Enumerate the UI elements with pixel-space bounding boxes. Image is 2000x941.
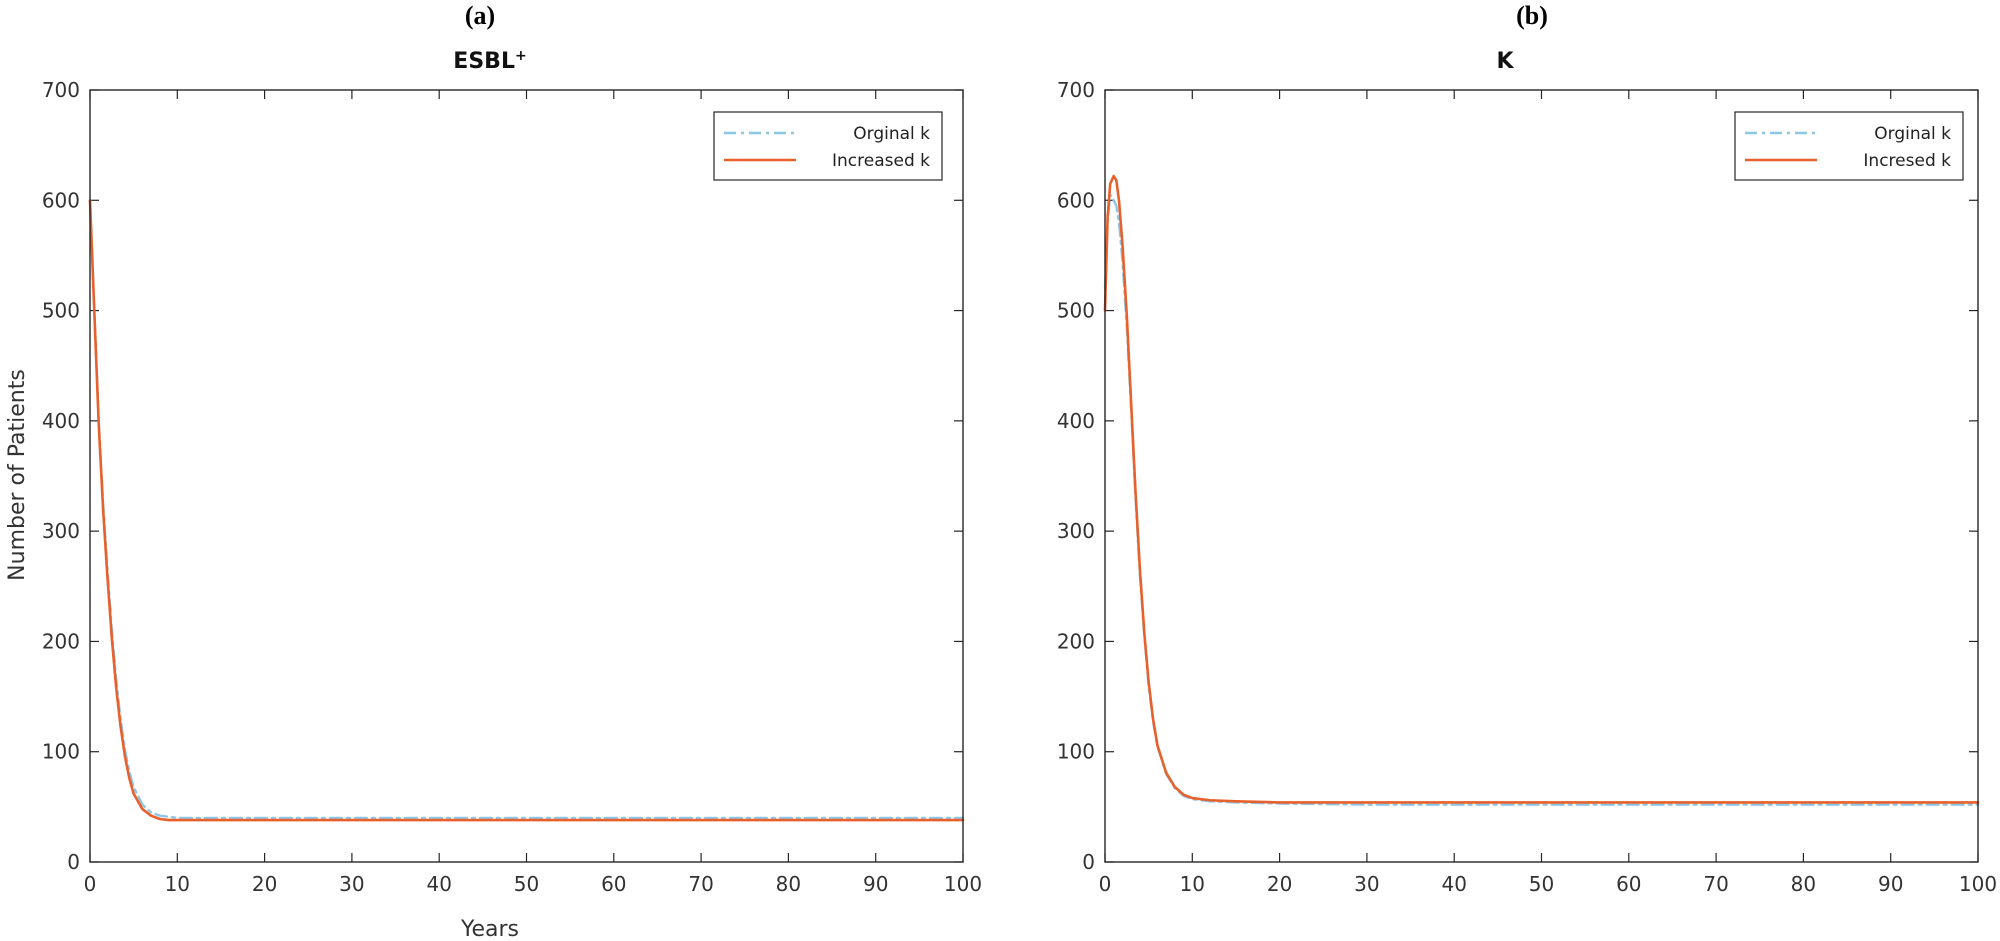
panel-b-title-main: K — [1496, 49, 1514, 74]
panel-b-legend-label-original: Orginal k — [1874, 124, 1951, 144]
panel-a-legend-label-original: Orginal k — [853, 124, 930, 144]
panel-a-x-tick-label: 20 — [252, 872, 277, 896]
panel-a-y-tick-label: 0 — [67, 850, 80, 874]
panel-b-x-tick-label: 60 — [1616, 872, 1641, 896]
panel-b-plot-background — [1105, 90, 1978, 862]
panel-a-label: (a) — [465, 1, 495, 30]
panel-b-title: K — [1496, 49, 1514, 74]
panel-a-plot-area: 0 10 20 30 40 50 60 70 80 90 100 0 100 200 300 400 500 60… — [42, 78, 982, 896]
panel-a-x-axis-label: Years — [460, 917, 519, 941]
panel-a-y-axis-label: Number of Patients — [5, 369, 30, 581]
panel-b-label: (b) — [1516, 1, 1548, 30]
panel-b-x-tick-label: 100 — [1959, 872, 1997, 896]
panel-a-x-tick-label: 30 — [339, 872, 364, 896]
panel-a-series-line-original — [88, 199, 965, 820]
panel-a-y-tick-label: 500 — [42, 299, 80, 323]
panel-a-x-tick-label: 60 — [601, 872, 626, 896]
panel-a-x-tick-label: 100 — [944, 872, 982, 896]
panel-b-y-tick-label: 500 — [1057, 299, 1095, 323]
panel-b-legend-box — [1734, 111, 1964, 181]
panel-a-x-tick-label: 80 — [776, 872, 801, 896]
panel-b-x-tick-label: 50 — [1529, 872, 1554, 896]
panel-b-x-tick-label: 0 — [1099, 872, 1112, 896]
panel-a-x-tick-label: 70 — [688, 872, 713, 896]
panel-a-legend-label-increased: Increased k — [832, 151, 930, 171]
panel-b-y-tick-label: 300 — [1057, 519, 1095, 543]
panel-b-x-tick-label: 80 — [1791, 872, 1816, 896]
panel-a-x-tick-label: 90 — [863, 872, 888, 896]
panel-b-y-tick-label: 200 — [1057, 629, 1095, 653]
panel-b-legend: Orginal k Incresed k — [1734, 111, 1964, 181]
panel-b-x-tick-label: 30 — [1354, 872, 1379, 896]
panel-a-title-superscript: + — [515, 48, 527, 64]
panel-a-x-tick-label: 0 — [84, 872, 97, 896]
panel-b-plot-area: 0 10 20 30 40 50 60 70 80 90 100 0 100 200 300 400 500 60… — [1057, 78, 1997, 896]
panel-a-y-tick-label: 200 — [42, 629, 80, 653]
panel-b-x-tick-label: 40 — [1441, 872, 1466, 896]
panel-b-x-tick-label: 90 — [1878, 872, 1903, 896]
panel-a-y-tick-label: 400 — [42, 409, 80, 433]
panel-b-y-tick-label: 100 — [1057, 740, 1095, 764]
panel-a-y-tick-label: 100 — [42, 740, 80, 764]
panel-b-y-tick-label: 400 — [1057, 409, 1095, 433]
panel-b-y-tick-label: 0 — [1082, 850, 1095, 874]
panel-b-x-tick-label: 70 — [1703, 872, 1728, 896]
panel-a-series-line-increased — [88, 198, 965, 822]
panel-b-x-tick-label: 10 — [1180, 872, 1205, 896]
panel-a-y-tick-label: 300 — [42, 519, 80, 543]
panel-b-series-line-increased — [1103, 174, 1980, 804]
panel-a-axes-box — [89, 89, 964, 863]
panel-a-title: ESBL+ — [453, 48, 526, 74]
panel-a-y-tick-label: 700 — [42, 78, 80, 102]
panel-a-y-tick-label: 600 — [42, 188, 80, 212]
panel-b-series-line-original — [1103, 193, 1980, 806]
panel-a-plot-background — [90, 90, 963, 862]
panel-b-x-tick-label: 20 — [1267, 872, 1292, 896]
panel-a-x-tick-label: 10 — [165, 872, 190, 896]
panel-a-x-tick-label: 50 — [514, 872, 539, 896]
panel-a-legend-box — [713, 111, 943, 181]
panel-b: (b) K 0 10 20 30 40 50 60 70 80 90 100 0 100 200 300 40… — [1057, 1, 1997, 896]
panel-a-title-main: ESBL — [453, 49, 515, 74]
panel-b-legend-label-increased: Incresed k — [1863, 151, 1951, 171]
panel-b-y-tick-label: 600 — [1057, 188, 1095, 212]
panel-b-axes-box — [1104, 89, 1979, 863]
panel-a-legend: Orginal k Increased k — [713, 111, 943, 181]
panel-a: (a) ESBL+ 0 10 20 30 40 50 60 70 80 90 100 0 100 200 3… — [5, 1, 982, 941]
panel-a-x-tick-label: 40 — [426, 872, 451, 896]
panel-b-y-tick-label: 700 — [1057, 78, 1095, 102]
